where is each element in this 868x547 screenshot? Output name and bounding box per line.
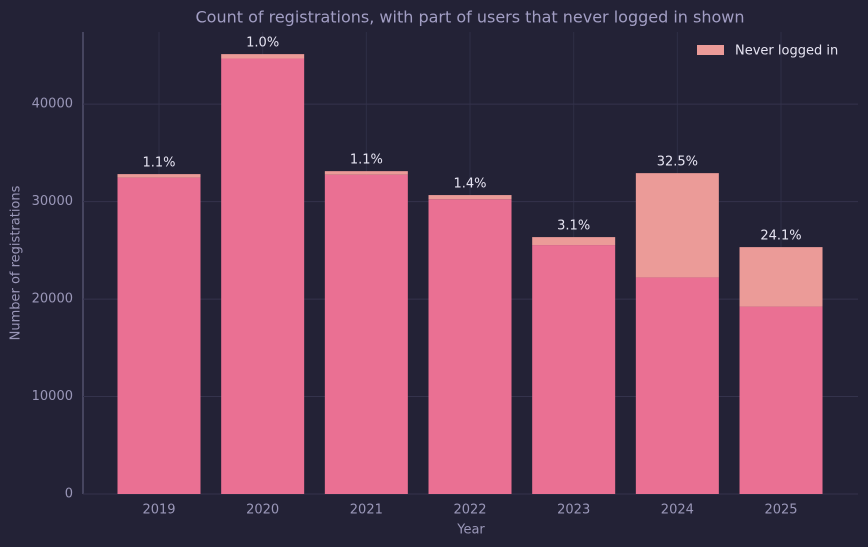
bar-segment — [739, 306, 823, 494]
bar-segment — [428, 199, 512, 495]
x-tick-label: 2021 — [350, 503, 383, 518]
bar-segment — [117, 174, 201, 178]
y-tick-label: 10000 — [32, 389, 73, 404]
y-tick-label: 0 — [65, 487, 73, 502]
y-axis-label: Number of registrations — [9, 185, 24, 340]
x-tick-label: 2023 — [557, 503, 590, 518]
value-label: 1.1% — [350, 153, 383, 168]
value-label: 1.0% — [246, 36, 279, 51]
bar-segment — [635, 277, 719, 494]
x-tick-label: 2024 — [661, 503, 694, 518]
bar-segment — [532, 237, 616, 246]
y-tick-label: 20000 — [32, 292, 73, 307]
x-tick-label: 2025 — [764, 503, 797, 518]
bar-segment — [324, 174, 408, 494]
bar-segment — [428, 195, 512, 200]
bar-segment — [324, 171, 408, 175]
bar-segment — [117, 177, 201, 494]
x-tick-label: 2020 — [246, 503, 279, 518]
value-label: 3.1% — [557, 219, 590, 234]
legend-swatch — [697, 45, 724, 55]
value-label: 32.5% — [657, 155, 698, 170]
value-label: 1.1% — [142, 156, 175, 171]
bar-segment — [221, 58, 305, 495]
y-tick-label: 40000 — [32, 97, 73, 112]
bar-segment — [221, 54, 305, 59]
x-tick-label: 2022 — [453, 503, 486, 518]
legend-text: Never logged in — [735, 44, 838, 59]
value-label: 1.4% — [453, 177, 486, 192]
bar-segment — [532, 245, 616, 494]
chart-title: Count of registrations, with part of use… — [195, 8, 744, 27]
x-tick-label: 2019 — [142, 503, 175, 518]
y-tick-label: 30000 — [32, 194, 73, 209]
bar-segment — [739, 247, 823, 307]
value-label: 24.1% — [760, 229, 801, 244]
bar-segment — [635, 173, 719, 278]
x-axis-label: Year — [456, 523, 485, 538]
